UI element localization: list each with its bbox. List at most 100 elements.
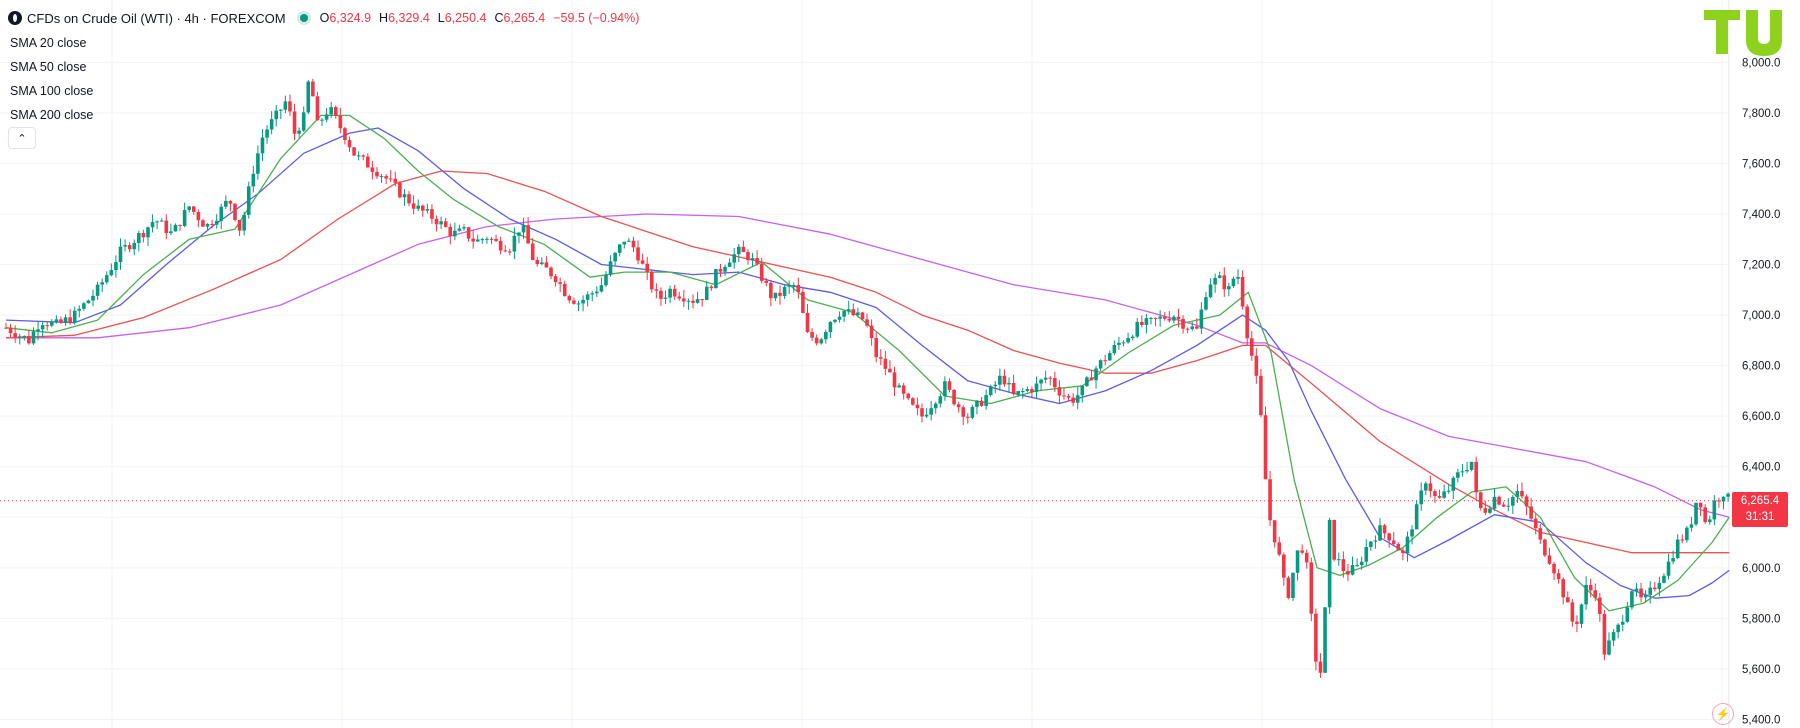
candle-body [1222, 275, 1227, 290]
candle-body [54, 319, 59, 322]
candle-body [494, 238, 498, 241]
candle-body [205, 223, 210, 227]
candle-body [1598, 597, 1602, 614]
candle-body [1359, 561, 1364, 566]
low-value: 6,250.4 [444, 11, 487, 25]
candle-body [27, 336, 31, 344]
price-axis-tick: 7,600.0 [1742, 158, 1780, 170]
candle-body [301, 112, 306, 131]
collapse-legend-button[interactable]: ⌃ [8, 127, 36, 149]
current-price-tag: 6,265.4 31:31 [1732, 491, 1788, 527]
candle-body [737, 246, 741, 255]
candle-body [668, 288, 672, 298]
candle-body [375, 171, 379, 177]
candle-body [778, 292, 782, 296]
candle-body [544, 262, 549, 268]
candle-body [1382, 525, 1387, 534]
market-open-dot-icon [299, 14, 308, 22]
chart-header: CFDs on Crude Oil (WTI) · 4h · FOREXCOM … [8, 8, 639, 28]
candle-body [1460, 471, 1465, 473]
lightning-icon[interactable]: ⚡ [1712, 703, 1734, 725]
candle-body [1446, 490, 1451, 492]
candle-body [95, 284, 100, 296]
candle-body [324, 114, 329, 120]
candle-body [13, 333, 17, 338]
candle-body [123, 245, 127, 247]
price-axis-tick: 5,600.0 [1742, 664, 1780, 676]
candle-body [741, 246, 746, 253]
candle-body [828, 321, 833, 333]
candle-body [956, 404, 961, 408]
candle-body [1511, 496, 1515, 506]
candle-body [1625, 607, 1630, 622]
candle-body [924, 414, 929, 417]
candle-body [1117, 342, 1121, 345]
candle-body [604, 274, 608, 286]
candle-body [1341, 559, 1346, 572]
candle-body [567, 295, 572, 301]
price-axis[interactable]: 5,400.05,600.05,800.06,000.06,200.06,400… [1742, 57, 1780, 726]
candle-body [846, 309, 851, 311]
candle-body [498, 240, 503, 251]
candle-body [878, 357, 883, 359]
candle-body [1524, 496, 1529, 507]
candle-body [933, 403, 938, 409]
candle-body [1634, 588, 1639, 592]
candle-body [1643, 594, 1648, 598]
candle-body [1639, 588, 1643, 598]
candle-body [704, 286, 709, 301]
candle-body [1698, 502, 1703, 508]
candle-body [59, 319, 63, 323]
open-label: O [319, 11, 330, 25]
legend-sma100[interactable]: SMA 100 close [10, 84, 94, 98]
legend-sma20[interactable]: SMA 20 close [10, 36, 87, 50]
candle-body [182, 210, 187, 226]
legend-sma200[interactable]: SMA 200 close [10, 108, 94, 122]
candle-body [141, 233, 146, 238]
candle-body [508, 251, 512, 253]
candle-body [17, 336, 22, 338]
candle-body [228, 200, 233, 204]
price-axis-tick: 7,000.0 [1742, 310, 1780, 322]
candle-body [1694, 502, 1698, 525]
candle-body [631, 240, 636, 248]
candle-body [851, 309, 856, 316]
candle-body [288, 101, 292, 112]
candle-body [1355, 565, 1359, 567]
candle-body [585, 294, 590, 300]
candlesticks [4, 78, 1730, 678]
candle-body [1579, 604, 1584, 624]
symbol-title[interactable]: CFDs on Crude Oil (WTI) · 4h · FOREXCOM [27, 10, 286, 26]
candle-body [1094, 368, 1098, 381]
candle-body [1254, 355, 1259, 376]
candle-body [718, 268, 723, 272]
candle-body [1703, 507, 1707, 523]
candle-body [892, 372, 897, 388]
candle-body [1616, 624, 1620, 633]
candle-body [1565, 597, 1570, 603]
candle-body [1648, 587, 1653, 595]
candle-body [292, 111, 297, 134]
candle-body [1433, 491, 1437, 497]
candle-body [769, 282, 773, 299]
candle-body [576, 303, 581, 305]
candle-body [883, 358, 888, 369]
candle-body [146, 227, 150, 238]
candle-body [1410, 529, 1414, 537]
candle-body [1451, 477, 1456, 491]
candle-body [663, 297, 668, 299]
candle-body [104, 275, 109, 283]
candle-body [1323, 607, 1327, 673]
grid-lines [0, 0, 1730, 728]
candle-body [329, 107, 333, 115]
candle-body [489, 238, 494, 240]
chevron-up-icon: ⌃ [17, 132, 27, 145]
candle-body [425, 209, 430, 211]
candle-body [159, 220, 164, 222]
legend-sma50[interactable]: SMA 50 close [10, 60, 87, 74]
candle-body [265, 129, 269, 138]
candle-body [947, 381, 952, 390]
candle-body [672, 288, 677, 297]
